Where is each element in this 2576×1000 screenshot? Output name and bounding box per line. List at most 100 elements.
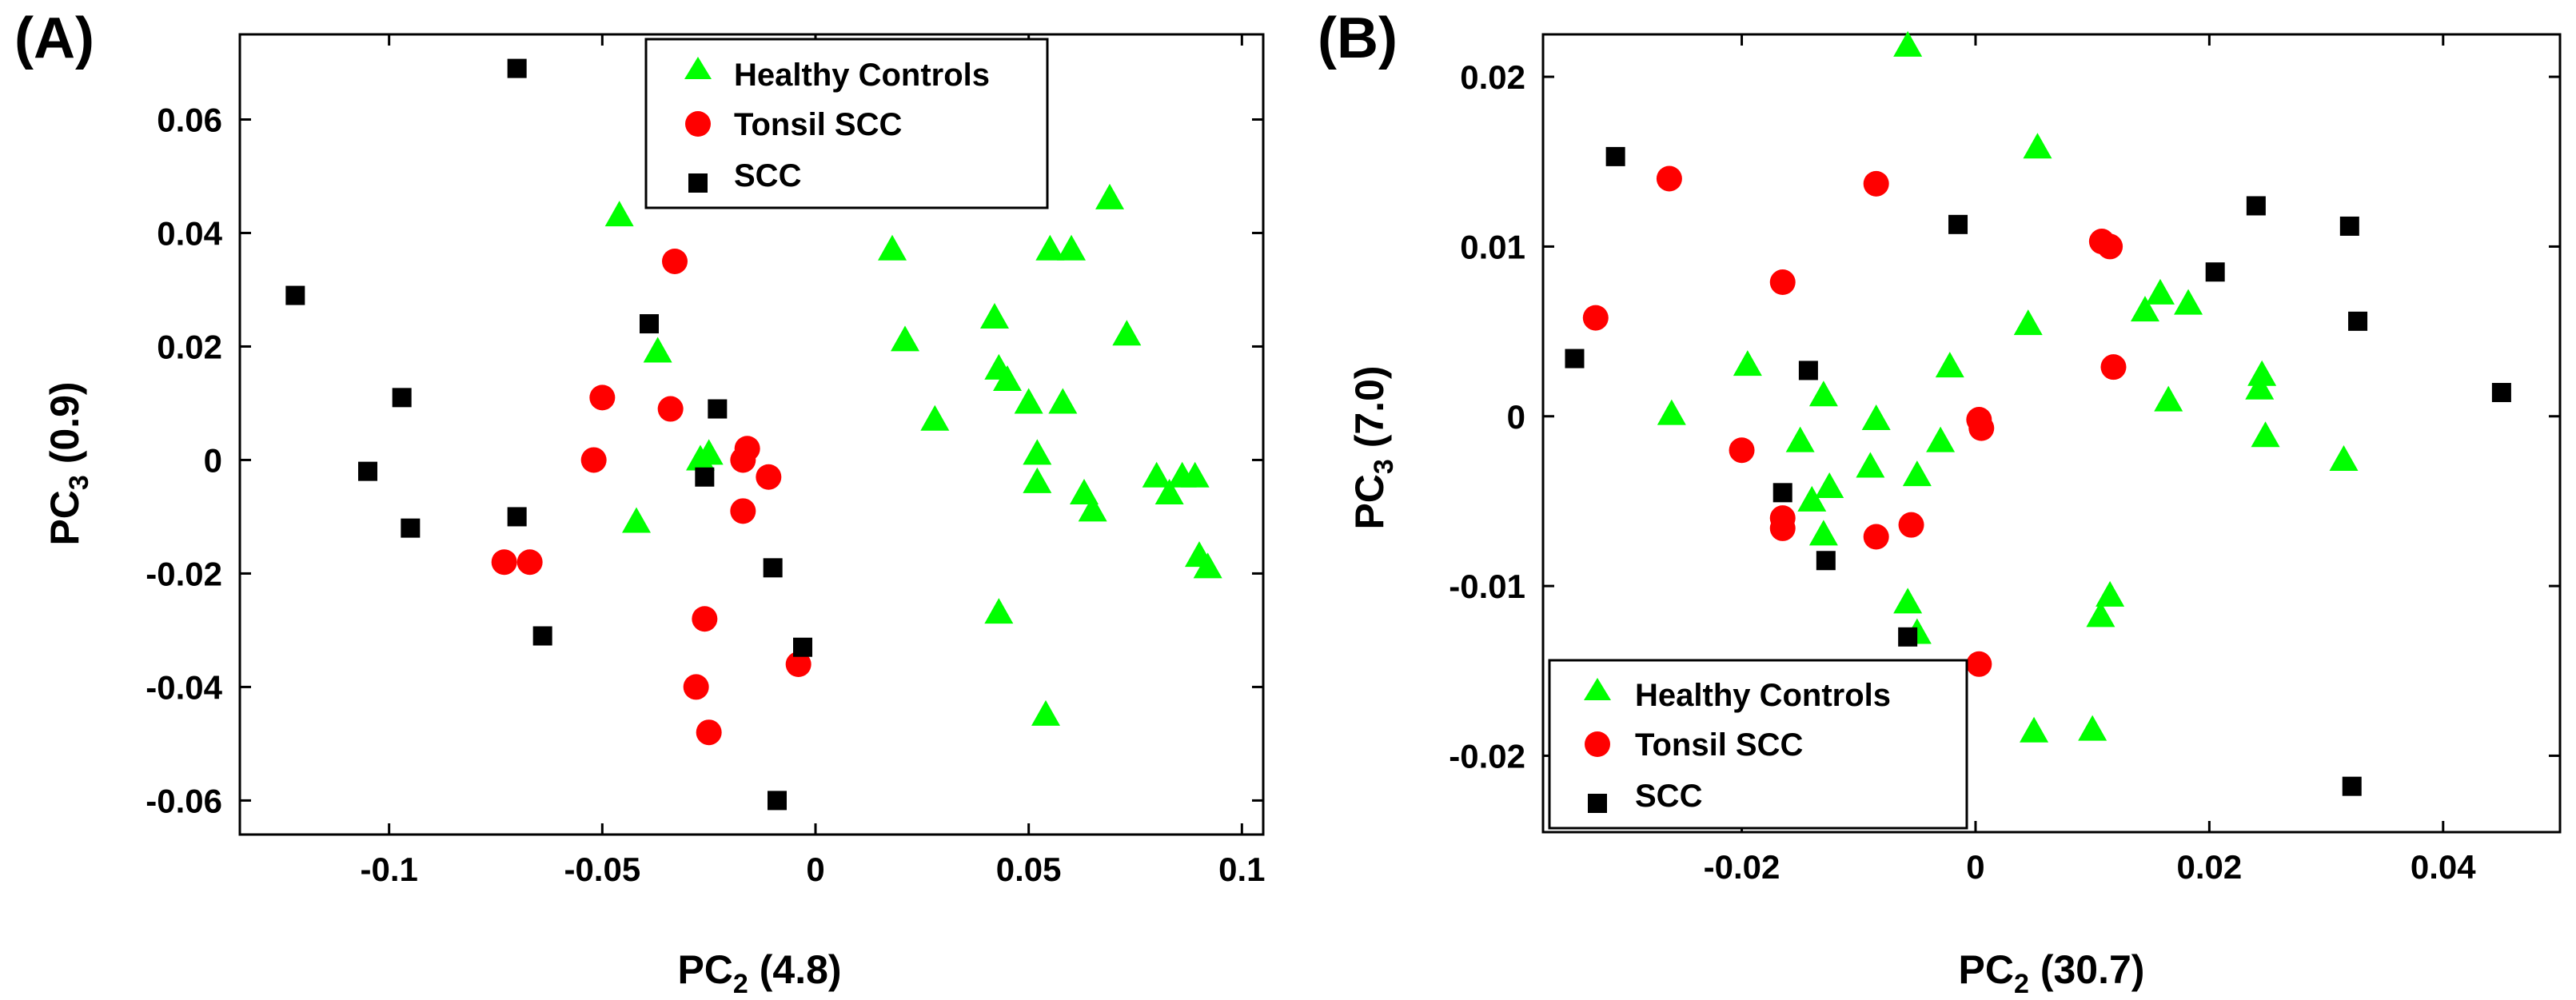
panel-a-point-tonsil-scc [696,719,722,746]
panel-a-point-scc [285,285,305,305]
panel-a-legend-label-scc: SCC [734,158,801,193]
panel-b-point-healthy-controls [2023,133,2052,159]
panel-b-x-tick-label: -0.02 [1704,848,1780,886]
panel-b-point-healthy-controls [2013,309,2043,336]
panel-b-point-tonsil-scc [2097,233,2123,260]
panel-b-point-tonsil-scc [1863,170,1889,197]
panel-b-point-scc [1798,361,1818,380]
panel-a-ticks: -0.1 -0.05 0 0.05 0.1 -0.06 -0.04 -0.02 0 0.02 0.0… [146,34,1266,888]
panel-b-point-scc [2246,196,2266,216]
panel-b-point-scc [1898,627,1918,647]
panel-a-point-scc [768,791,787,811]
panel-b-point-healthy-controls [1785,426,1815,452]
panel-b-point-scc [2342,776,2362,796]
panel-b-point-healthy-controls [2245,373,2275,400]
panel-a-point-healthy-controls [891,325,919,352]
panel-b-point-healthy-controls [1808,380,1838,407]
panel-a-point-healthy-controls [1112,320,1142,346]
panel-a-marks [285,58,1222,811]
panel-b-point-healthy-controls [1657,399,1686,425]
panel-a: (A) -0.1 -0.05 0 0.05 0.1 -0.06 -0.04 -0.02 0 0.0… [14,6,1266,999]
panel-a-point-healthy-controls [1014,388,1043,414]
panel-b-point-tonsil-scc [1968,415,1995,441]
panel-a-point-healthy-controls [1154,479,1184,505]
panel-b-legend: Healthy Controls Tonsil SCC SCC [1548,659,1968,830]
panel-a-point-scc [507,507,527,527]
panel-a-point-scc [358,461,377,481]
panel-b-point-healthy-controls [1856,452,1885,478]
panel-a-point-tonsil-scc [589,384,616,411]
panel-b-y-tick-label: 0.02 [1460,58,1525,96]
panel-a-point-healthy-controls [1070,479,1099,505]
panel-b-point-healthy-controls [2078,715,2107,741]
panel-b-point-healthy-controls [1815,472,1844,498]
panel-a-point-tonsil-scc [683,674,709,700]
panel-a-point-healthy-controls [1048,388,1078,414]
panel-a-point-scc [532,626,552,646]
panel-b-marks [1565,30,2511,796]
panel-b: (B) -0.02 0 0.02 0.04 -0.02 -0.01 0 0.01 0.02 He… [1318,6,2562,999]
panel-a-x-tick-label: 0.05 [996,851,1062,888]
panel-a-point-tonsil-scc [756,464,782,490]
panel-b-point-tonsil-scc [1769,515,1796,541]
panel-b-point-scc [1816,551,1836,571]
panel-b-point-tonsil-scc [1966,651,1992,677]
panel-a-point-healthy-controls [878,234,907,261]
panel-a-legend-marker-healthy-controls [684,57,712,79]
panel-b-y-tick-label: -0.02 [1449,737,1525,775]
panel-b-point-healthy-controls [1733,350,1762,376]
panel-a-label: (A) [14,6,94,70]
panel-b-legend-label-tonsil-scc: Tonsil SCC [1635,727,1803,763]
panel-b-legend-marker-scc [1588,794,1607,813]
panel-a-x-axis-label: PC2 (4.8) [677,947,841,999]
panel-a-point-tonsil-scc [692,606,718,632]
panel-a-x-tick-label: -0.05 [564,851,640,888]
panel-a-y-tick-label: 0.02 [157,328,222,365]
panel-a-point-healthy-controls [643,337,672,363]
panel-a-point-healthy-controls [1023,467,1052,493]
panel-b-point-scc [2348,311,2368,331]
panel-b-point-healthy-controls [1935,352,1964,378]
panel-b-legend-label-healthy-controls: Healthy Controls [1635,678,1891,713]
panel-b-y-tick-label: 0.01 [1460,228,1525,265]
panel-b-point-scc [1565,349,1585,369]
panel-a-point-healthy-controls [1023,439,1052,465]
panel-a-legend-label-healthy-controls: Healthy Controls [734,58,990,93]
panel-a-point-healthy-controls [1078,496,1107,522]
panel-b-label: (B) [1318,6,1398,70]
panel-b-point-healthy-controls [2251,421,2280,448]
panel-b-point-healthy-controls [1861,404,1891,431]
panel-a-y-axis-label: PC3 (0.9) [42,381,94,545]
panel-a-point-tonsil-scc [657,396,684,422]
panel-a-point-scc [640,314,659,334]
panel-a-point-healthy-controls [1180,461,1210,488]
panel-b-point-healthy-controls [1926,426,1956,452]
panel-a-point-tonsil-scc [580,447,607,473]
panel-a-y-tick-label: 0.06 [157,101,222,138]
panel-b-point-scc [2339,216,2359,236]
panel-a-point-healthy-controls [1031,699,1060,726]
panel-b-point-healthy-controls [1808,520,1838,546]
panel-b-point-healthy-controls [2020,716,2049,743]
panel-b-point-healthy-controls [1893,30,1923,57]
panel-b-point-tonsil-scc [1769,269,1796,296]
panel-b-point-tonsil-scc [1582,305,1609,331]
panel-a-point-tonsil-scc [734,436,760,462]
panel-b-x-tick-label: 0.04 [2411,848,2476,886]
panel-a-point-healthy-controls [1035,234,1065,261]
panel-b-legend-box [1548,659,1968,830]
panel-b-point-tonsil-scc [2100,354,2127,380]
panel-a-point-scc [793,637,812,657]
panel-a-point-healthy-controls [1193,552,1222,579]
panel-a-point-tonsil-scc [785,651,811,678]
panel-a-legend-marker-tonsil-scc [685,111,711,137]
panel-a-point-tonsil-scc [516,549,543,576]
panel-b-point-scc [2491,383,2511,403]
panel-b-point-tonsil-scc [1863,524,1889,550]
panel-b-point-scc [1772,483,1792,503]
panel-a-y-tick-label: -0.04 [146,668,222,706]
panel-a-point-scc [763,558,783,578]
panel-a-point-tonsil-scc [662,248,688,274]
panel-b-point-healthy-controls [1893,588,1923,614]
panel-b-x-tick-label: 0 [1966,848,1984,886]
